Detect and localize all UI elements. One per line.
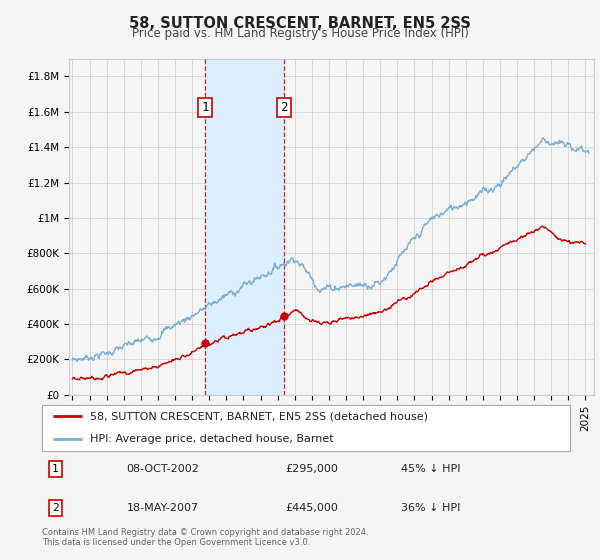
Text: 1: 1 [202,101,209,114]
Text: 2: 2 [52,503,59,513]
Text: 58, SUTTON CRESCENT, BARNET, EN5 2SS (detached house): 58, SUTTON CRESCENT, BARNET, EN5 2SS (de… [89,412,428,421]
FancyBboxPatch shape [42,405,570,451]
Text: 36% ↓ HPI: 36% ↓ HPI [401,503,460,513]
Text: Price paid vs. HM Land Registry's House Price Index (HPI): Price paid vs. HM Land Registry's House … [131,27,469,40]
Text: 08-OCT-2002: 08-OCT-2002 [127,464,199,474]
Bar [205,59,284,395]
Text: 58, SUTTON CRESCENT, BARNET, EN5 2SS: 58, SUTTON CRESCENT, BARNET, EN5 2SS [129,16,471,31]
Text: £295,000: £295,000 [285,464,338,474]
Text: 1: 1 [52,464,59,474]
Text: Contains HM Land Registry data © Crown copyright and database right 2024.
This d: Contains HM Land Registry data © Crown c… [42,528,368,547]
Text: 18-MAY-2007: 18-MAY-2007 [127,503,199,513]
Text: HPI: Average price, detached house, Barnet: HPI: Average price, detached house, Barn… [89,435,333,444]
Text: £445,000: £445,000 [285,503,338,513]
Text: 45% ↓ HPI: 45% ↓ HPI [401,464,461,474]
Text: 2: 2 [280,101,288,114]
